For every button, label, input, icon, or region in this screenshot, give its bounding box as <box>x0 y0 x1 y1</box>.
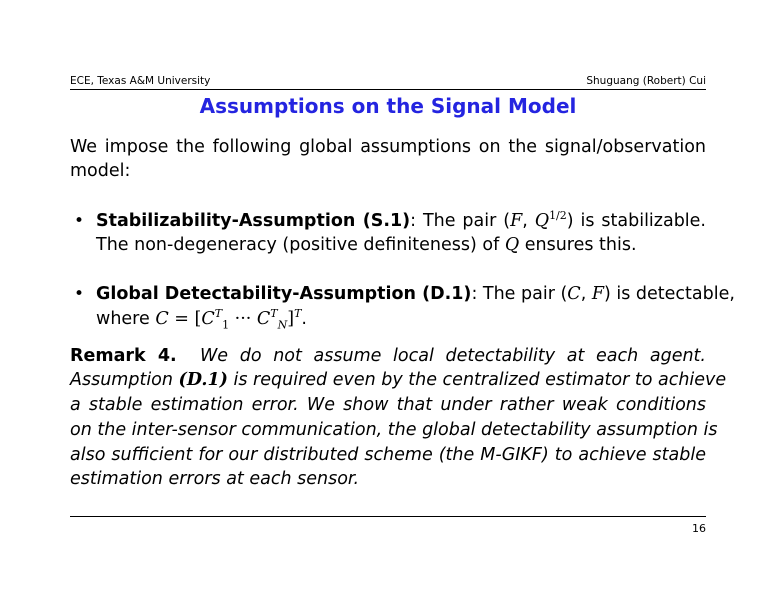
intro-line: We impose the following global assumptio… <box>70 137 706 157</box>
bullet-icon: • <box>74 284 85 304</box>
footer-rule <box>70 516 706 517</box>
remark-line: a stable estimation error. We show that … <box>70 395 706 415</box>
bullet-stabilizability: Stabilizability-Assumption (S.1): The pa… <box>96 209 706 231</box>
remark-label: Remark 4. <box>70 346 177 366</box>
bullet-detectability: Global Detectability-Assumption (D.1): T… <box>96 284 735 304</box>
remark-line: Remark 4. We do not assume local detecta… <box>70 346 706 366</box>
header-author: Shuguang (Robert) Cui <box>586 75 706 87</box>
remark-line: Assumption (D.1) is required even by the… <box>70 370 727 390</box>
intro-line: model: <box>70 161 131 181</box>
page-number: 16 <box>692 522 706 535</box>
header-affiliation: ECE, Texas A&M University <box>70 75 211 87</box>
bullet-icon: • <box>74 211 85 231</box>
remark-line: on the inter-sensor communication, the g… <box>70 420 718 440</box>
slide-title: Assumptions on the Signal Model <box>199 94 577 118</box>
bullet-stabilizability-cont: The non-degeneracy (positive definitenes… <box>96 235 637 255</box>
assumption-name: Global Detectability-Assumption (D.1) <box>96 284 472 304</box>
assumption-name: Stabilizability-Assumption (S.1) <box>96 211 411 231</box>
bullet-detectability-cont: where C = [CT1 ··· CTN]T. <box>96 307 307 332</box>
header-rule <box>70 89 706 90</box>
remark-line: estimation errors at each sensor. <box>70 469 360 489</box>
remark-line: also sufficient for our distributed sche… <box>70 445 706 465</box>
